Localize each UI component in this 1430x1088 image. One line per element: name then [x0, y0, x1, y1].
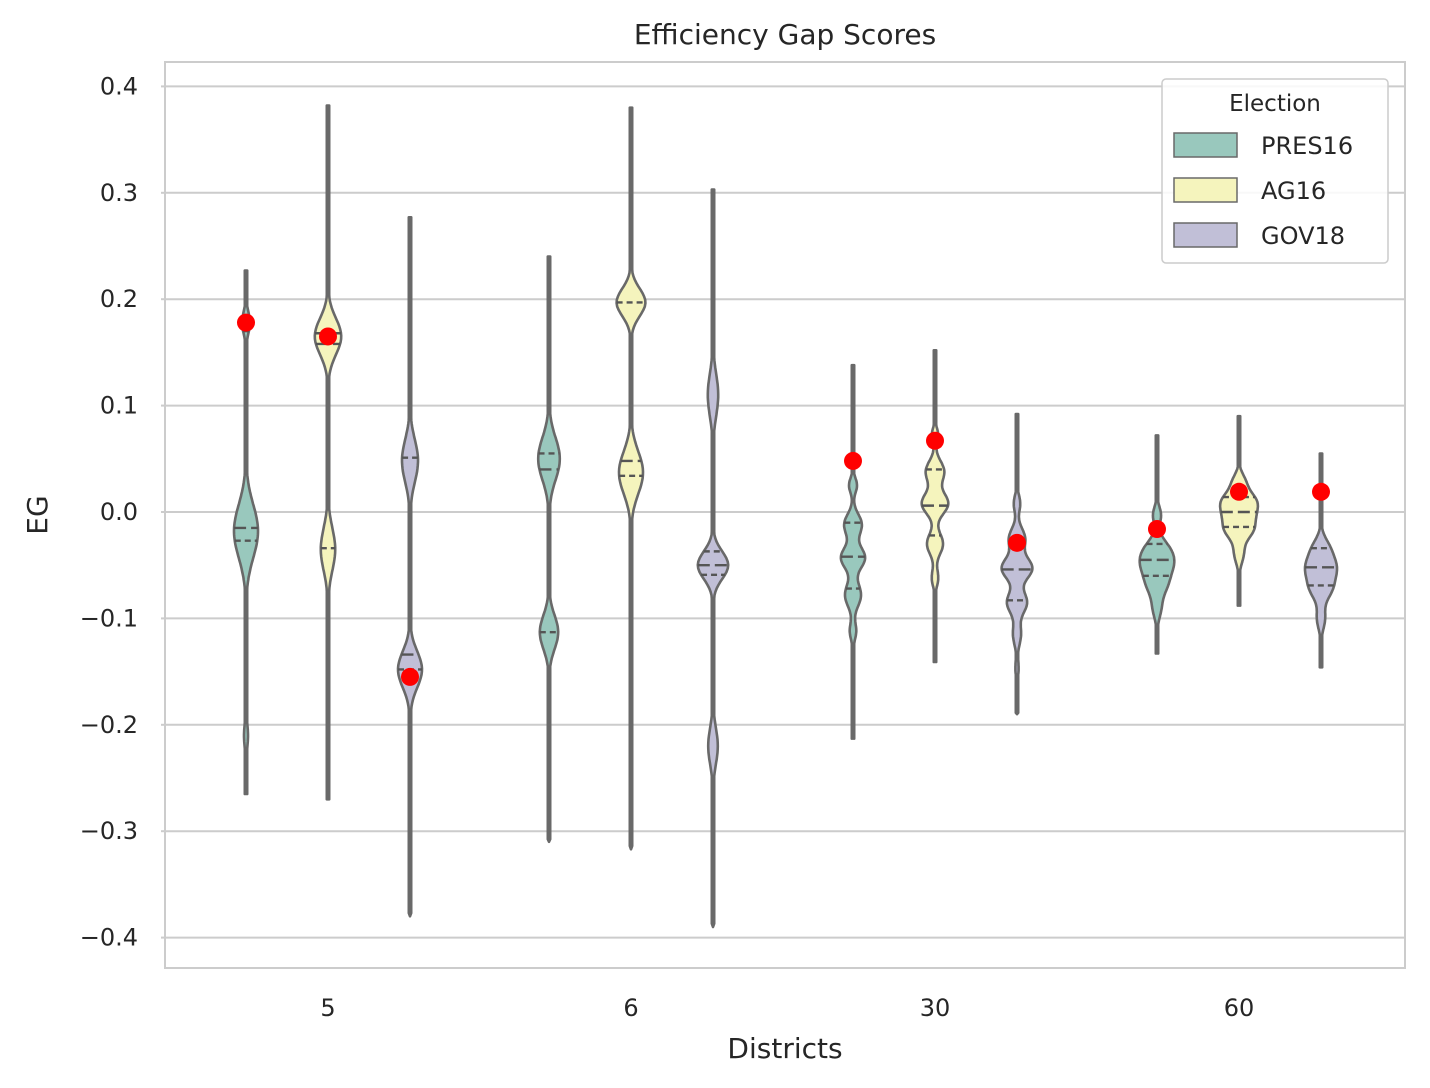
y-gridlines [165, 85, 1405, 939]
legend-label: AG16 [1261, 177, 1326, 205]
y-tick-label: 0.2 [100, 285, 138, 313]
actual-eg-marker [1312, 482, 1330, 501]
legend-title: Election [1229, 91, 1321, 117]
x-tick-label: 30 [920, 994, 951, 1022]
legend-box [1161, 78, 1389, 264]
violins [232, 104, 1339, 929]
violin-body [920, 349, 950, 664]
red-markers [237, 313, 1330, 686]
chart-title: Efficiency Gap Scores [634, 18, 936, 51]
violin-body [839, 363, 867, 740]
actual-eg-marker [1008, 533, 1026, 552]
y-tick-label: 0.1 [100, 392, 138, 420]
plot-frame [164, 61, 1406, 969]
y-tick-label: 0.4 [100, 72, 138, 100]
x-axis-label: Districts [727, 1032, 842, 1065]
violin-body [696, 188, 730, 929]
legend-swatch [1173, 177, 1238, 203]
y-tick-label: 0.3 [100, 179, 138, 207]
x-tick-label: 6 [623, 994, 638, 1022]
y-tick-label: −0.4 [80, 924, 138, 952]
actual-eg-marker [1230, 482, 1248, 501]
actual-eg-marker [237, 313, 255, 332]
y-tick-label: 0.0 [100, 498, 138, 526]
actual-eg-marker [926, 431, 944, 450]
y-tick-label: −0.3 [80, 817, 138, 845]
legend-label: PRES16 [1261, 132, 1353, 160]
violin-body [1303, 452, 1339, 669]
violin-body [615, 106, 647, 851]
legend: Election PRES16 AG16 GOV18 [1161, 78, 1389, 264]
x-tick-label: 60 [1224, 994, 1255, 1022]
violin-body [536, 255, 562, 844]
y-axis-label: EG [21, 495, 54, 534]
x-tick-label: 5 [320, 994, 335, 1022]
y-tick-label: −0.1 [80, 604, 138, 632]
y-tick-label: −0.2 [80, 711, 138, 739]
violin-body [396, 216, 424, 918]
violin-body [313, 104, 343, 801]
violin-body [1000, 412, 1034, 716]
legend-swatch [1173, 132, 1238, 158]
actual-eg-marker [1148, 520, 1166, 539]
legend-items: PRES16 AG16 GOV18 [1173, 132, 1353, 250]
actual-eg-marker [401, 667, 419, 686]
legend-label: GOV18 [1261, 222, 1345, 250]
actual-eg-marker [844, 451, 862, 470]
violin-body [232, 269, 260, 796]
actual-eg-marker [319, 327, 337, 346]
y-tick-labels: −0.4 −0.3 −0.2 −0.1 0.0 0.1 0.2 0.3 0.4 [80, 72, 165, 952]
x-tick-labels: 5 6 30 60 [320, 994, 1254, 1022]
legend-swatch [1173, 222, 1238, 248]
